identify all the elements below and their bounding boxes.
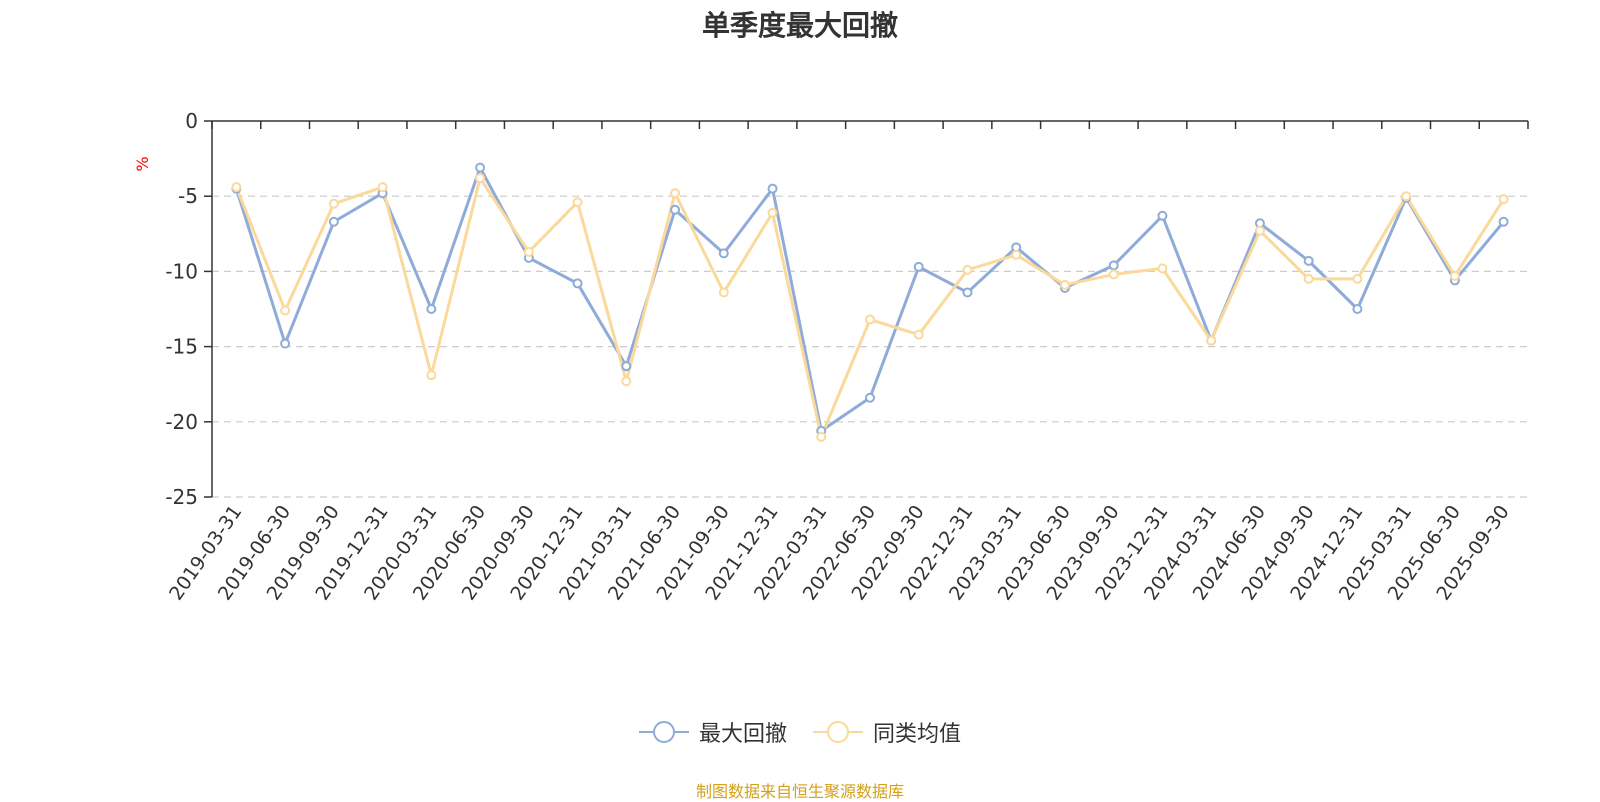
series-1-point[interactable]	[426, 304, 437, 314]
y-axis-unit-label: %	[133, 156, 152, 171]
series-2-point[interactable]	[1449, 270, 1460, 281]
series-1-point[interactable]	[328, 216, 339, 227]
series-1-point[interactable]	[1498, 216, 1509, 227]
series-1-point[interactable]	[718, 248, 729, 259]
series-2-point[interactable]	[1254, 225, 1265, 236]
series-2-point[interactable]	[231, 182, 242, 193]
legend-marker-series-2	[813, 721, 863, 743]
series-2-point[interactable]	[572, 197, 583, 208]
series-1-point[interactable]	[572, 278, 583, 289]
series-2-point[interactable]	[426, 370, 437, 381]
series-2-point[interactable]	[1059, 279, 1070, 290]
series-2-point[interactable]	[865, 314, 875, 325]
y-tick-label: -10	[165, 259, 198, 283]
series-2-point[interactable]	[523, 246, 534, 257]
legend-item-series-1[interactable]: 最大回撤	[638, 716, 787, 748]
series-2-point[interactable]	[1303, 273, 1314, 284]
legend-marker-series-1	[638, 721, 689, 743]
series-2-point[interactable]	[1011, 249, 1022, 260]
series-1-point[interactable]	[962, 287, 973, 298]
data-source-note: 制图数据来自恒生聚源数据库	[695, 782, 904, 801]
series-1-point[interactable]	[1157, 210, 1168, 221]
series-2-point[interactable]	[377, 182, 388, 193]
series-1-point[interactable]	[475, 162, 486, 173]
legend: 最大回撤 同类均值	[0, 716, 1600, 748]
y-tick-label: -25	[165, 485, 198, 509]
grid-lines	[212, 195, 1528, 498]
series-2-point[interactable]	[913, 329, 924, 340]
series-1-point[interactable]	[1352, 304, 1363, 314]
series-1-point[interactable]	[621, 361, 632, 372]
series-2-point[interactable]	[816, 431, 827, 442]
y-tick-label: -15	[165, 335, 198, 359]
series-1-point[interactable]	[1303, 255, 1314, 266]
series-2-point[interactable]	[328, 198, 339, 209]
series-line-1	[234, 166, 1505, 433]
series-2-point[interactable]	[718, 287, 729, 298]
series-2-point[interactable]	[475, 173, 486, 184]
series-1-point[interactable]	[1108, 260, 1119, 271]
legend-label-series-1: 最大回撤	[698, 722, 787, 747]
series-1-point[interactable]	[767, 183, 778, 194]
axes: 0-5-10-15-20-252019-03-312019-06-302019-…	[165, 109, 1529, 604]
series-2-point[interactable]	[1352, 273, 1363, 284]
series-2-point[interactable]	[670, 188, 681, 199]
series-1-point[interactable]	[280, 338, 291, 349]
series-2-point[interactable]	[962, 264, 973, 275]
legend-label-series-2: 同类均值	[873, 722, 962, 747]
legend-item-series-2[interactable]: 同类均值	[813, 716, 961, 748]
y-tick-label: -20	[165, 410, 198, 434]
series-1-point[interactable]	[865, 392, 875, 403]
series-2-point[interactable]	[1206, 335, 1217, 346]
y-tick-label: -5	[178, 184, 198, 208]
series-lines	[231, 162, 1509, 442]
series-1-point[interactable]	[670, 204, 681, 215]
series-2-point[interactable]	[1108, 269, 1119, 280]
series-2-point[interactable]	[1401, 191, 1412, 202]
chart-title: 单季度最大回撤	[701, 9, 898, 42]
series-2-point[interactable]	[621, 376, 632, 387]
y-tick-label: 0	[185, 109, 198, 133]
series-2-point[interactable]	[1498, 194, 1509, 205]
series-2-point[interactable]	[1157, 263, 1168, 274]
series-2-point[interactable]	[280, 305, 291, 316]
series-1-point[interactable]	[913, 261, 924, 272]
series-2-point[interactable]	[767, 207, 778, 218]
